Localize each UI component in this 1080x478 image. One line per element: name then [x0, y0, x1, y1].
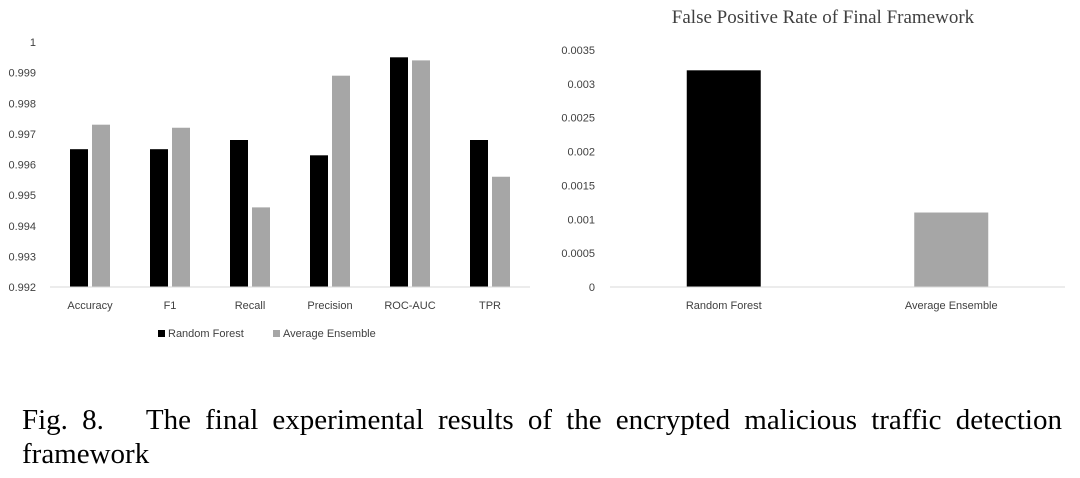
y-axis-ticks: 0 0.0005 0.001 0.0015 0.002 0.0025 0.003 0.0035 — [561, 45, 595, 294]
legend-swatch-average-ensemble — [273, 330, 280, 337]
y-tick-label: 0.0005 — [561, 248, 595, 260]
bar-random-forest-accuracy — [70, 149, 88, 287]
x-axis-ticks: Random Forest Average Ensemble — [686, 300, 998, 312]
x-tick-label: ROC-AUC — [384, 300, 435, 312]
y-tick-label: 0.002 — [567, 147, 595, 159]
bar-random-forest-recall — [230, 140, 248, 287]
y-tick-label: 0.994 — [8, 221, 36, 233]
y-tick-label: 1 — [30, 37, 36, 49]
caption-text: The final experimental results of the en… — [22, 404, 1062, 470]
x-tick-label: Average Ensemble — [905, 300, 998, 312]
bar-average-ensemble-precision — [332, 75, 350, 287]
bar-average-ensemble-roc-auc — [412, 60, 430, 287]
y-tick-label: 0.0035 — [561, 45, 595, 57]
y-axis-ticks: 0.992 0.993 0.994 0.995 0.996 0.997 0.998 0.999… — [8, 37, 36, 294]
x-tick-label: F1 — [164, 300, 177, 312]
y-tick-label: 0.998 — [8, 98, 36, 110]
y-tick-label: 0.997 — [8, 129, 36, 141]
figure-caption: Fig. 8. The final experimental results o… — [22, 403, 1062, 471]
bars — [686, 70, 989, 287]
y-tick-label: 0.993 — [8, 251, 36, 263]
y-tick-label: 0.999 — [8, 68, 36, 80]
fpr-bar-chart: False Positive Rate of Final Framework 0… — [561, 7, 1065, 312]
chart-title: False Positive Rate of Final Framework — [672, 7, 975, 28]
legend-label-random-forest: Random Forest — [168, 328, 244, 340]
bar-average-ensemble-accuracy — [92, 124, 110, 287]
bar-average-ensemble-f1 — [172, 127, 190, 287]
bar-random-forest-tpr — [470, 140, 488, 287]
x-tick-label: Random Forest — [686, 300, 762, 312]
y-tick-label: 0.0015 — [561, 180, 595, 192]
bar-average-ensemble-recall — [252, 207, 270, 287]
caption-label: Fig. 8. — [22, 404, 104, 436]
bar-random-forest — [686, 70, 761, 287]
bar-random-forest-f1 — [150, 149, 168, 287]
y-tick-label: 0.996 — [8, 160, 36, 172]
y-tick-label: 0.995 — [8, 190, 36, 202]
metrics-bar-chart: 0.992 0.993 0.994 0.995 0.996 0.997 0.998 0.999… — [8, 37, 530, 340]
y-tick-label: 0.001 — [567, 214, 595, 226]
y-tick-label: 0.0025 — [561, 113, 595, 125]
x-tick-label: Accuracy — [67, 300, 113, 312]
x-axis-ticks: Accuracy F1 Recall Precision ROC-AUC TPR — [67, 300, 501, 312]
x-tick-label: Precision — [307, 300, 352, 312]
bar-random-forest-precision — [310, 155, 328, 287]
bar-random-forest-roc-auc — [390, 57, 408, 287]
bar-average-ensemble — [914, 212, 989, 287]
y-tick-label: 0.003 — [567, 79, 595, 91]
bars — [70, 57, 510, 287]
y-tick-label: 0 — [589, 282, 595, 294]
legend-label-average-ensemble: Average Ensemble — [283, 328, 376, 340]
legend-swatch-random-forest — [158, 330, 165, 337]
x-tick-label: Recall — [235, 300, 266, 312]
y-tick-label: 0.992 — [8, 282, 36, 294]
legend: Random Forest Average Ensemble — [158, 328, 376, 340]
x-tick-label: TPR — [479, 300, 501, 312]
bar-average-ensemble-tpr — [492, 176, 510, 287]
